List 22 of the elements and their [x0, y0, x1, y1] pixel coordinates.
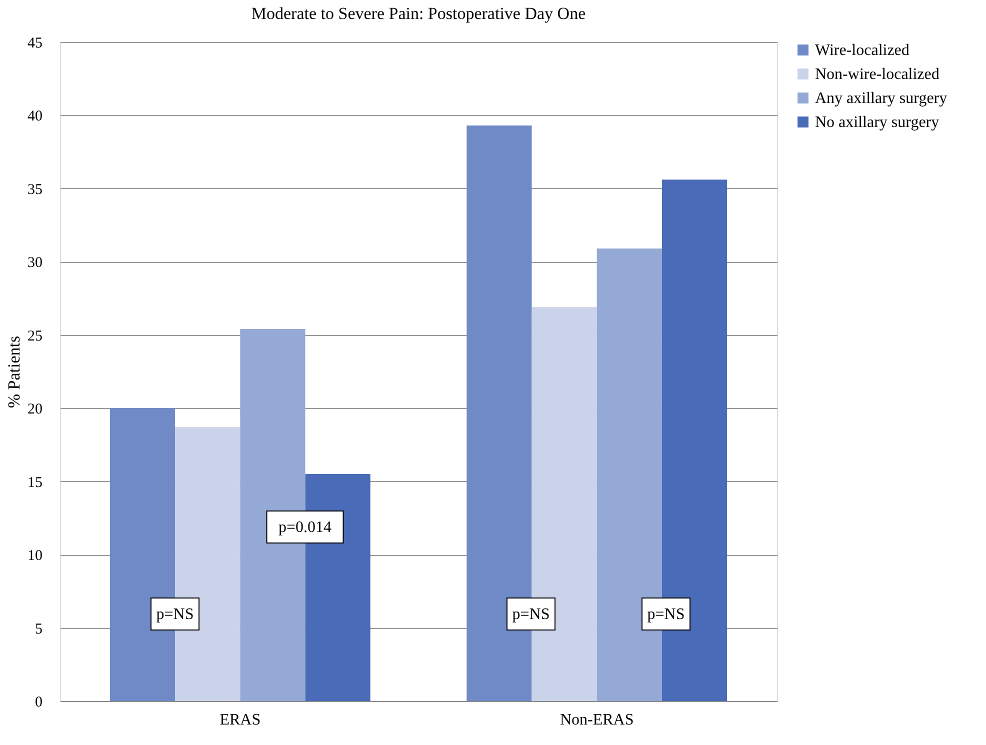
y-tick-label: 0: [35, 694, 42, 710]
legend-label: Non-wire-localized: [815, 66, 940, 83]
legend-label: Wire-localized: [815, 42, 910, 59]
y-tick-label: 30: [28, 255, 42, 272]
y-axis-title: % Patients: [4, 336, 24, 408]
x-tick-label: ERAS: [220, 712, 261, 728]
y-tick-label: 10: [28, 548, 42, 564]
x-tick-label: Non-ERAS: [560, 712, 634, 728]
legend-label: Any axillary surgery: [815, 90, 948, 107]
annotation: p=0.014: [278, 519, 332, 536]
annotation: p=NS: [512, 606, 550, 623]
y-tick-label: 5: [35, 621, 42, 638]
y-tick-label: 40: [28, 108, 42, 125]
y-tick-label: 15: [28, 474, 42, 491]
annotation: p=NS: [156, 606, 194, 623]
chart-title: Moderate to Severe Pain: Postoperative Day One: [251, 4, 586, 23]
legend-label: No axillary surgery: [815, 114, 940, 131]
y-tick-label: 20: [28, 402, 42, 418]
y-tick-label: 45: [28, 36, 42, 52]
annotation: p=NS: [647, 606, 685, 623]
y-tick-label: 35: [28, 182, 42, 198]
y-tick-label: 25: [28, 328, 42, 344]
